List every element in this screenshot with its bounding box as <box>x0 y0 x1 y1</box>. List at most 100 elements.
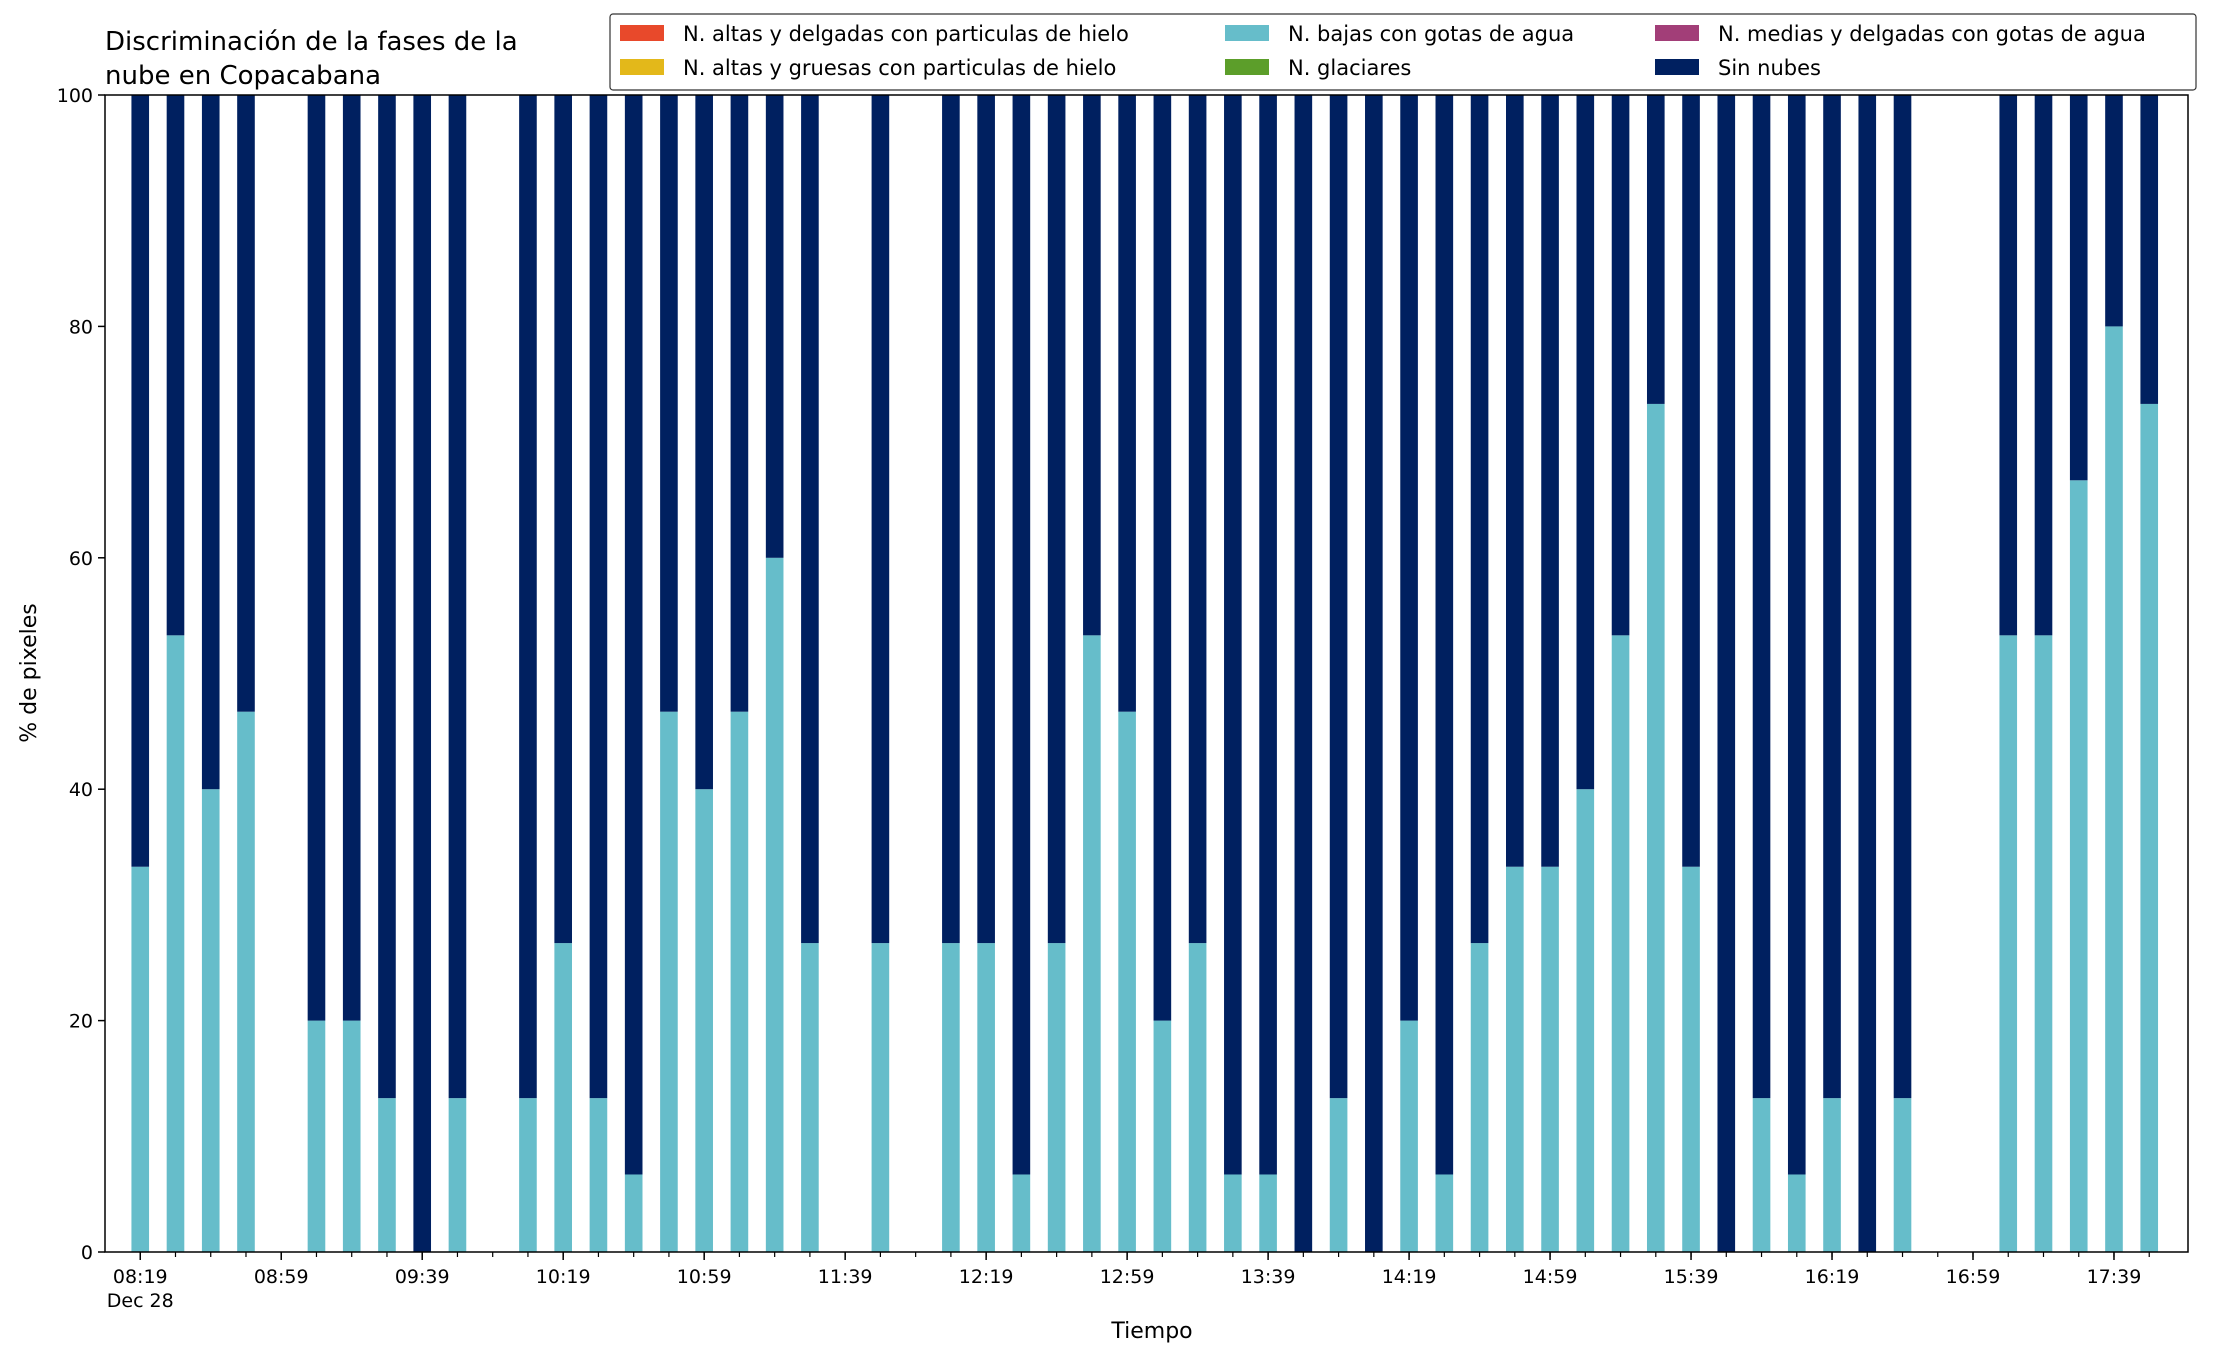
bar-sin-nubes-1609 <box>1787 95 1806 1175</box>
bar-sin-nubes-1529 <box>1646 95 1665 404</box>
bar-sin-nubes-1449 <box>1506 95 1524 867</box>
bar-sin-nubes-1339 <box>1259 95 1277 1175</box>
bar-sin-nubes-1009 <box>519 95 537 1099</box>
bar-sin-nubes-1429 <box>1435 95 1454 1175</box>
x-tick-label-1139: 11:39 <box>818 1266 873 1288</box>
legend-label-n-altas-y-delgadas-con-particulas-de-hielo: N. altas y delgadas con particulas de hi… <box>683 22 1129 46</box>
bar-bajas-0919 <box>342 1020 361 1252</box>
legend-swatch-n-glaciares <box>1225 59 1269 75</box>
bar-sin-nubes-1349 <box>1294 95 1313 1252</box>
bar-bajas-1309 <box>1153 1020 1172 1252</box>
x-tick-label-1739: 17:39 <box>2087 1266 2142 1288</box>
x-tick-label-1539: 15:39 <box>1664 1266 1719 1288</box>
x-tick-label-0819: 08:19 <box>113 1266 168 1288</box>
bar-bajas-0949 <box>448 1098 467 1252</box>
bar-sin-nubes-0839 <box>201 95 220 790</box>
bar-bajas-1449 <box>1506 866 1524 1252</box>
bar-bajas-1429 <box>1435 1174 1454 1252</box>
x-tick-label-0939: 09:39 <box>395 1266 450 1288</box>
bar-bajas-1719 <box>2034 635 2053 1252</box>
bar-bajas-1249 <box>1083 635 1101 1252</box>
legend-swatch-sin-nubes <box>1655 59 1699 75</box>
bar-bajas-1639 <box>1893 1098 1912 1252</box>
bar-bajas-1729 <box>2069 480 2088 1252</box>
bar-bajas-1329 <box>1224 1174 1242 1252</box>
y-tick-label-40: 40 <box>69 779 93 801</box>
bar-sin-nubes-1709 <box>1999 95 2018 636</box>
chart-title-line-2: nube en Copacabana <box>105 61 381 91</box>
bar-bajas-1749 <box>2140 403 2159 1252</box>
bar-bajas-1339 <box>1259 1174 1277 1252</box>
bar-sin-nubes-0919 <box>342 95 361 1021</box>
bar-bajas-1019 <box>554 943 573 1252</box>
bar-bajas-1739 <box>2105 326 2123 1252</box>
bar-sin-nubes-1329 <box>1224 95 1242 1175</box>
bar-bajas-1259 <box>1118 711 1136 1252</box>
bar-sin-nubes-1109 <box>730 95 749 712</box>
bar-sin-nubes-1439 <box>1470 95 1489 944</box>
bar-bajas-1509 <box>1576 789 1595 1252</box>
bar-sin-nubes-1519 <box>1611 95 1630 636</box>
legend-swatch-n-bajas-con-gotas-de-agua <box>1225 25 1269 41</box>
bar-bajas-0909 <box>307 1020 326 1252</box>
bar-sin-nubes-0929 <box>378 95 396 1099</box>
bar-bajas-0829 <box>166 635 185 1252</box>
legend-label-n-glaciares: N. glaciares <box>1288 56 1411 80</box>
bar-sin-nubes-1039 <box>624 95 643 1175</box>
legend-swatch-n-altas-y-delgadas-con-particulas-de-hielo <box>620 25 664 41</box>
bar-sin-nubes-1119 <box>765 95 784 558</box>
bar-bajas-1239 <box>1047 943 1066 1252</box>
bar-sin-nubes-0829 <box>166 95 185 636</box>
bar-bajas-1009 <box>519 1098 537 1252</box>
bar-bajas-1149 <box>871 943 890 1252</box>
bar-bajas-1359 <box>1329 1098 1348 1252</box>
bar-bajas-0849 <box>237 711 255 1252</box>
x-tick-label-1619: 16:19 <box>1805 1266 1860 1288</box>
bar-bajas-1619 <box>1823 1098 1841 1252</box>
bar-bajas-1459 <box>1541 866 1559 1252</box>
y-tick-label-60: 60 <box>69 548 93 570</box>
bar-sin-nubes-1229 <box>1012 95 1031 1175</box>
bar-sin-nubes-1129 <box>801 95 819 944</box>
legend-label-sin-nubes: Sin nubes <box>1718 56 1821 80</box>
bar-bajas-1059 <box>695 789 713 1252</box>
bar-bajas-1049 <box>660 711 678 1252</box>
bar-sin-nubes-0849 <box>237 95 255 712</box>
bar-sin-nubes-1749 <box>2140 95 2159 404</box>
bar-sin-nubes-1319 <box>1188 95 1207 944</box>
bar-sin-nubes-0909 <box>307 95 326 1021</box>
bar-sin-nubes-1739 <box>2105 95 2123 327</box>
plot-frame <box>104 94 2189 1253</box>
legend-box <box>609 13 2197 91</box>
bar-bajas-1209 <box>942 943 960 1252</box>
bar-bajas-1559 <box>1752 1098 1771 1252</box>
bar-bajas-1029 <box>589 1098 608 1252</box>
y-axis: 0 20 40 60 80 100 <box>57 85 105 1264</box>
y-tick-label-100: 100 <box>57 85 93 107</box>
bar-sin-nubes-1359 <box>1329 95 1348 1099</box>
bar-sin-nubes-1239 <box>1047 95 1066 944</box>
bar-sin-nubes-1619 <box>1823 95 1841 1099</box>
x-tick-label-1219: 12:19 <box>959 1266 1014 1288</box>
y-tick-label-20: 20 <box>69 1011 93 1033</box>
chart-title-line-1: Discriminación de la fases de la <box>105 27 518 57</box>
y-axis-label: % de pixeles <box>17 603 42 742</box>
bar-sin-nubes-1149 <box>871 95 890 944</box>
bar-bajas-1229 <box>1012 1174 1031 1252</box>
x-tick-label-1419: 14:19 <box>1382 1266 1437 1288</box>
bar-bajas-1119 <box>765 557 784 1252</box>
bar-sin-nubes-1729 <box>2069 95 2088 481</box>
bar-bajas-1519 <box>1611 635 1630 1252</box>
x-tick-label-1659: 16:59 <box>1946 1266 2001 1288</box>
bar-bajas-1539 <box>1682 866 1700 1252</box>
x-tick-label-1459: 14:59 <box>1523 1266 1578 1288</box>
bar-bajas-0819 <box>131 866 150 1252</box>
bar-sin-nubes-1219 <box>977 95 995 944</box>
bar-sin-nubes-0939 <box>413 95 432 1252</box>
bar-bajas-1109 <box>730 711 749 1252</box>
bar-bajas-1529 <box>1646 403 1665 1252</box>
bar-sin-nubes-1049 <box>660 95 678 712</box>
x-tick-label-1059: 10:59 <box>677 1266 732 1288</box>
bar-bajas-1609 <box>1787 1174 1806 1252</box>
